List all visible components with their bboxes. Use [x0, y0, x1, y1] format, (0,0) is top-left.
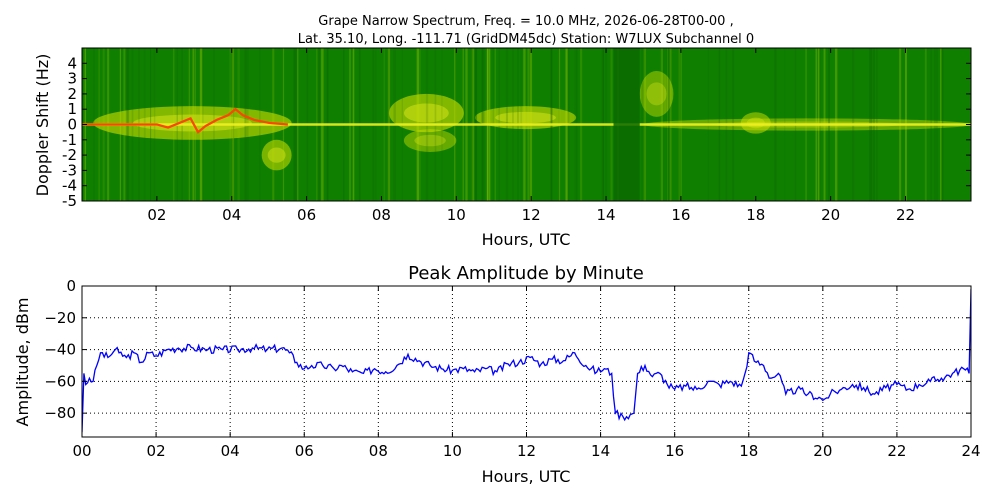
spectrogram-x-tick-label: 20	[821, 206, 840, 224]
amplitude-x-tick-label: 24	[961, 442, 980, 460]
signal-core-3	[414, 134, 446, 147]
amplitude-x-tick-label: 04	[221, 442, 240, 460]
spectrogram-x-tick-label: 14	[596, 206, 615, 224]
signal-core-5	[646, 82, 667, 106]
spectrogram-dark-gap	[613, 48, 640, 201]
amplitude-panel: Peak Amplitude by Minute 00 02 04 06 08 10 12 1…	[13, 263, 981, 486]
spectrogram-y-tick-label: 3	[67, 70, 77, 88]
spectrogram-x-tick-label: 18	[746, 206, 765, 224]
signal-core-2	[403, 103, 449, 123]
amplitude-x-tick-label: 00	[72, 442, 91, 460]
amplitude-y-tick-label: −20	[44, 309, 76, 327]
spectrogram-y-tick-label: 1	[67, 100, 77, 118]
amplitude-title: Peak Amplitude by Minute	[408, 263, 644, 284]
amplitude-plot-background	[82, 286, 971, 437]
spectrogram-y-tick-label: 2	[67, 85, 77, 103]
spectrogram-y-tick-label: 0	[67, 116, 77, 134]
amplitude-grid	[82, 286, 971, 437]
spectrogram-y-tick-label: -2	[62, 146, 77, 164]
spectrogram-y-tick-label: -5	[62, 192, 77, 210]
amplitude-x-tick-label: 02	[147, 442, 166, 460]
spectrogram-x-tick-label: 22	[896, 206, 915, 224]
spectrogram-y-label: Doppler Shift (Hz)	[33, 54, 52, 197]
signal-region-5	[639, 70, 674, 117]
signal-core-1	[267, 147, 286, 163]
amplitude-x-tick-label: 20	[813, 442, 832, 460]
amplitude-y-label: Amplitude, dBm	[13, 298, 32, 427]
amplitude-x-tick-label: 08	[369, 442, 388, 460]
amplitude-x-tick-label: 14	[591, 442, 610, 460]
spectrogram-title-line1: Grape Narrow Spectrum, Freq. = 10.0 MHz,…	[318, 14, 733, 29]
signal-region-1	[261, 139, 292, 171]
spectrogram-y-tick-label: 4	[67, 54, 77, 72]
spectrogram-x-tick-label: 08	[372, 206, 391, 224]
spectrogram-panel: Grape Narrow Spectrum, Freq. = 10.0 MHz,…	[33, 14, 972, 249]
signal-region-2	[388, 93, 464, 133]
spectrogram-x-tick-label: 10	[447, 206, 466, 224]
signal-core-4	[495, 111, 556, 124]
amplitude-x-tick-label: 12	[517, 442, 536, 460]
amplitude-x-tick-label: 06	[295, 442, 314, 460]
spectrogram-x-tick-label: 16	[671, 206, 690, 224]
amplitude-x-label: Hours, UTC	[482, 467, 571, 486]
signal-region-6	[740, 112, 771, 134]
spectrogram-x-tick-label: 02	[147, 206, 166, 224]
amplitude-x-tick-label: 10	[443, 442, 462, 460]
spectrogram-x-tick-label: 04	[222, 206, 241, 224]
spectrogram-x-tick-label: 06	[297, 206, 316, 224]
amplitude-series-line	[82, 289, 971, 433]
spectrogram-x-label: Hours, UTC	[482, 230, 571, 249]
signal-region-3	[403, 129, 457, 153]
amplitude-x-tick-label: 16	[665, 442, 684, 460]
amplitude-y-tick-label: −40	[44, 341, 76, 359]
amplitude-x-tick-label: 18	[739, 442, 758, 460]
amplitude-y-tick-label: −60	[44, 372, 76, 390]
amplitude-x-ticks: 00 02 04 06 08 10 12 14 16 18 20 22 24	[72, 286, 981, 460]
amplitude-y-tick-label: 0	[66, 277, 76, 295]
amplitude-y-ticks: 0 −20 −40 −60 −80	[44, 277, 971, 422]
amplitude-x-tick-label: 22	[887, 442, 906, 460]
amplitude-y-tick-label: −80	[44, 404, 76, 422]
spectrogram-plot-area	[82, 48, 971, 201]
spectrogram-x-ticks: 02 04 06 08 10 12 14 16 18 20 22	[147, 48, 915, 224]
spectrogram-y-tick-label: -1	[62, 131, 77, 149]
spectrogram-title-line2: Lat. 35.10, Long. -111.71 (GridDM45dc) S…	[298, 32, 754, 47]
spectrogram-carrier-trace	[82, 107, 288, 134]
spectrogram-y-tick-label: -3	[62, 161, 77, 179]
spectrogram-y-tick-label: -4	[62, 177, 77, 195]
spectrogram-x-tick-label: 12	[522, 206, 541, 224]
